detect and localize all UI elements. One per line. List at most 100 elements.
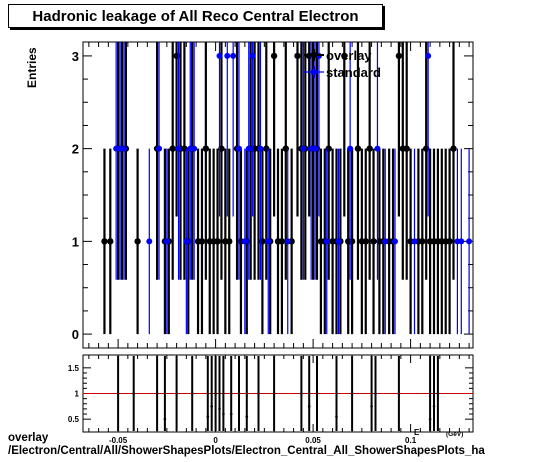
standard-point — [245, 145, 252, 152]
ratio-point — [222, 412, 225, 416]
overlay-point — [362, 238, 369, 245]
standard-point — [323, 238, 330, 245]
ratio-point — [374, 392, 377, 395]
overlay-point — [366, 145, 373, 152]
ratio-plot-layer: 0.5 1 1.5 -0.05 0 0.05 0.1E (GeV) — [68, 355, 473, 445]
ratio-x-tick-label: 0.05 — [305, 436, 321, 445]
ratio-point — [300, 392, 303, 395]
legend-marker-overlay — [310, 51, 318, 59]
legend-label-standard: standard — [326, 65, 381, 80]
overlay-point — [354, 145, 362, 152]
standard-point — [466, 238, 473, 245]
overlay-point — [395, 52, 403, 60]
ratio-point — [370, 405, 373, 408]
ratio-point — [206, 415, 210, 418]
ratio-y-tick-label: 0.5 — [68, 415, 80, 424]
ratio-point — [132, 392, 135, 395]
overlay-point — [169, 145, 176, 152]
overlay-point — [446, 238, 453, 245]
overlay-point — [198, 238, 206, 245]
ratio-point — [432, 405, 436, 408]
standard-point — [191, 145, 198, 152]
overlay-point — [214, 238, 221, 245]
ratio-x-tick-label: 0.1 — [405, 436, 417, 445]
ratio-point — [175, 392, 178, 395]
standard-point — [382, 238, 389, 245]
ratio-point — [210, 405, 213, 408]
y-tick-label: 3 — [72, 49, 79, 64]
overlay-point — [226, 238, 233, 245]
standard-point — [175, 145, 182, 152]
standard-point — [458, 238, 465, 245]
overlay-point — [202, 145, 210, 152]
ratio-point — [257, 392, 260, 395]
overlay-point — [370, 238, 377, 245]
x-axis-label: E — [414, 428, 420, 437]
standard-point — [230, 52, 237, 59]
ratio-point — [116, 392, 120, 395]
standard-point — [300, 145, 307, 152]
chart-title-box: Hadronic leakage of All Reco Central Ele… — [8, 4, 383, 28]
ratio-point — [315, 392, 319, 395]
legend: overlay standard — [304, 48, 381, 80]
standard-point — [236, 145, 242, 152]
standard-point — [146, 238, 153, 245]
overlay-point — [341, 52, 348, 60]
ratio-point — [428, 417, 432, 421]
ratio-y-tick-label: 1 — [75, 390, 80, 399]
y-tick-label: 1 — [72, 234, 79, 249]
overlay-point — [450, 145, 457, 152]
ratio-point — [190, 392, 194, 395]
overlay-point — [419, 238, 426, 245]
ratio-point — [163, 417, 167, 421]
ratio-x-tick-label: -0.05 — [109, 436, 128, 445]
overlay-point — [270, 52, 278, 60]
overlay-point — [134, 238, 141, 245]
footer-line-1: overlay — [8, 432, 49, 444]
overlay-point — [101, 238, 108, 245]
x-axis-unit: (GeV) — [446, 431, 463, 438]
ratio-point — [436, 392, 440, 395]
legend-label-overlay: overlay — [326, 48, 372, 63]
overlay-point — [403, 145, 410, 152]
standard-point — [241, 238, 248, 245]
standard-point — [265, 238, 272, 245]
standard-point — [257, 145, 264, 152]
standard-point — [216, 52, 223, 59]
ratio-point — [229, 412, 233, 416]
standard-point — [163, 238, 170, 245]
main-plot-layer: 0 1 2 3 — [72, 42, 473, 348]
standard-point — [249, 52, 256, 59]
standard-point — [374, 145, 381, 152]
ratio-point — [335, 415, 338, 418]
overlay-point — [294, 52, 301, 60]
ratio-point — [350, 392, 354, 395]
ratio-point — [307, 405, 311, 408]
overlay-point — [278, 238, 286, 245]
ratio-point — [245, 415, 249, 418]
y-tick-label: 2 — [72, 142, 79, 157]
ratio-point — [272, 392, 276, 395]
standard-point — [312, 145, 319, 152]
standard-point — [183, 238, 190, 245]
ratio-point — [397, 392, 401, 395]
standard-point — [284, 238, 291, 245]
y-axis-label: Entries — [25, 47, 39, 88]
y-tick-label: 0 — [72, 327, 79, 342]
ratio-point — [155, 392, 159, 395]
ratio-point — [237, 392, 241, 395]
standard-point — [335, 238, 342, 245]
ratio-point — [218, 407, 221, 411]
standard-point — [411, 238, 418, 245]
ratio-y-tick-label: 1.5 — [68, 364, 80, 373]
standard-point — [156, 145, 163, 152]
legend-marker-standard — [310, 68, 318, 76]
footer-line-2: /Electron/Central/All/ShowerShapesPlots/… — [8, 445, 485, 457]
standard-point — [425, 52, 432, 59]
overlay-point — [107, 238, 114, 245]
standard-point — [224, 52, 231, 59]
ratio-point — [214, 392, 217, 395]
ratio-x-tick-label: 0 — [213, 436, 218, 445]
chart-title: Hadronic leakage of All Reco Central Ele… — [32, 8, 359, 25]
